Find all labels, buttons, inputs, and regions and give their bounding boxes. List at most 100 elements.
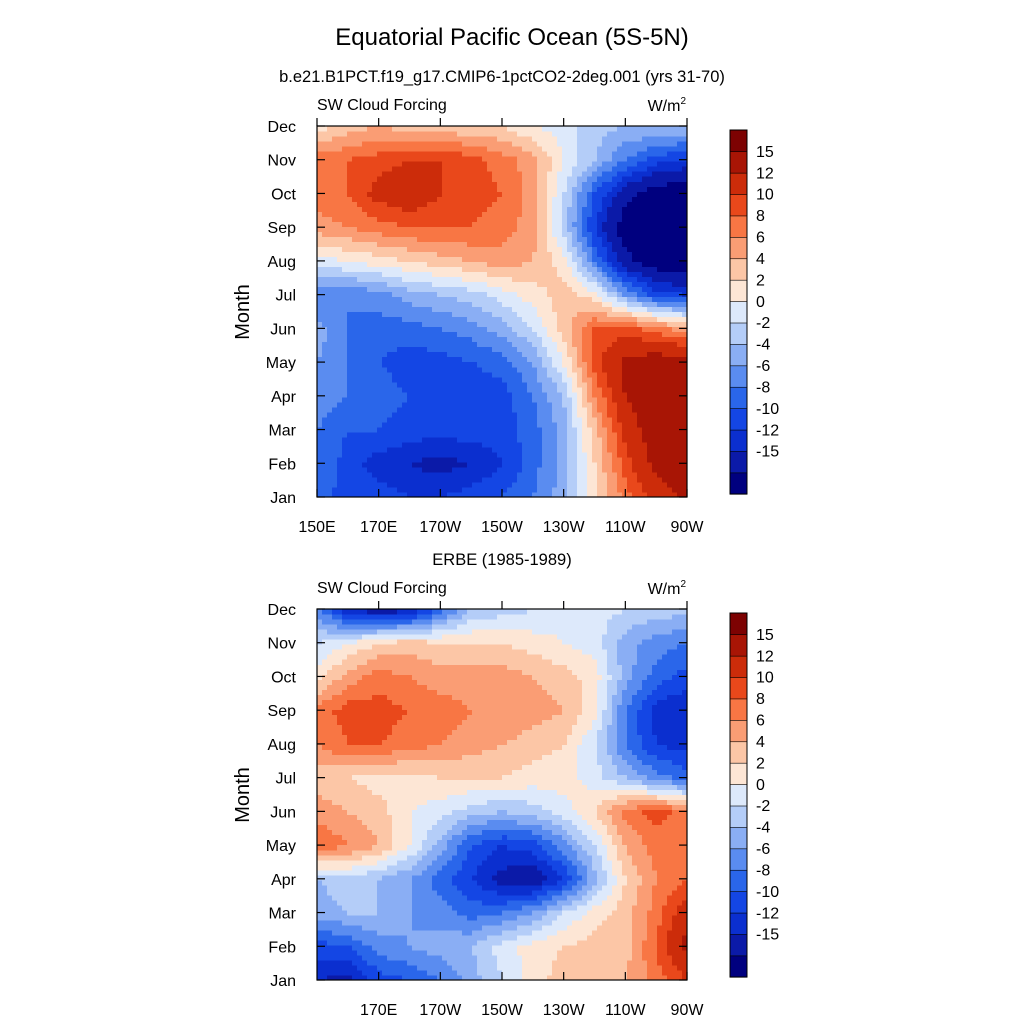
heatmap-cell xyxy=(577,256,583,262)
heatmap-cell xyxy=(407,386,413,393)
heatmap-cell xyxy=(547,216,553,222)
heatmap-cell xyxy=(327,491,333,498)
heatmap-cell xyxy=(392,466,398,473)
heatmap-cell xyxy=(417,156,423,162)
heatmap-cell xyxy=(537,381,543,388)
heatmap-cell xyxy=(567,206,573,212)
heatmap-cell xyxy=(632,486,638,493)
heatmap-cell xyxy=(402,326,408,333)
heatmap-cell xyxy=(492,421,498,428)
heatmap-cell xyxy=(412,316,418,323)
heatmap-cell xyxy=(557,196,563,202)
heatmap-cell xyxy=(347,466,353,473)
heatmap-cell xyxy=(382,241,388,247)
heatmap-cell xyxy=(407,456,413,463)
heatmap-cell xyxy=(557,461,563,468)
heatmap-cell xyxy=(532,311,538,318)
heatmap-cell xyxy=(557,241,563,247)
heatmap-cell xyxy=(437,331,443,338)
heatmap-cell xyxy=(552,171,558,177)
heatmap-cell xyxy=(642,456,648,463)
heatmap-cell xyxy=(492,176,498,182)
heatmap-cell xyxy=(437,451,443,458)
heatmap-cell xyxy=(467,376,473,383)
heatmap-cell xyxy=(487,396,493,403)
heatmap-cell xyxy=(537,271,543,277)
heatmap-cell xyxy=(507,416,513,423)
main-title: Equatorial Pacific Ocean (5S-5N) xyxy=(335,24,688,51)
heatmap-cell xyxy=(652,331,658,338)
heatmap-cell xyxy=(432,291,438,298)
heatmap-cell xyxy=(362,341,368,348)
heatmap-cell xyxy=(462,281,468,288)
heatmap-cell xyxy=(497,266,503,272)
heatmap-cell xyxy=(607,261,613,267)
heatmap-cell xyxy=(612,311,618,318)
heatmap-cell xyxy=(447,161,453,167)
heatmap-cell xyxy=(422,371,428,378)
heatmap-cell xyxy=(467,271,473,277)
heatmap-cell xyxy=(407,491,413,498)
heatmap-cell xyxy=(472,446,478,453)
heatmap-cell xyxy=(552,346,558,353)
heatmap-cell xyxy=(582,331,588,338)
heatmap-cell xyxy=(377,201,383,207)
heatmap-cell xyxy=(367,416,373,423)
heatmap-cell xyxy=(382,171,388,177)
heatmap-cell xyxy=(537,421,543,428)
heatmap-cell xyxy=(502,281,508,288)
heatmap-cell xyxy=(322,226,328,232)
heatmap-cell xyxy=(432,321,438,328)
heatmap-cell xyxy=(662,161,668,167)
heatmap-cell xyxy=(602,261,608,267)
heatmap-cell xyxy=(497,286,503,293)
heatmap-cell xyxy=(402,481,408,488)
heatmap-cell xyxy=(657,291,663,298)
heatmap-cell xyxy=(667,426,673,433)
heatmap-cell xyxy=(327,216,333,222)
heatmap-cell xyxy=(442,486,448,493)
heatmap-cell xyxy=(487,341,493,348)
heatmap-cell xyxy=(457,316,463,323)
heatmap-cell xyxy=(397,336,403,343)
heatmap-cell xyxy=(602,491,608,498)
heatmap-cell xyxy=(542,216,548,222)
heatmap-cell xyxy=(532,231,538,237)
heatmap-cell xyxy=(542,441,548,448)
heatmap-cell xyxy=(652,316,658,323)
heatmap-cell xyxy=(622,481,628,488)
heatmap-cell xyxy=(477,321,483,328)
heatmap-cell xyxy=(542,311,548,318)
heatmap-cell xyxy=(617,226,623,232)
heatmap-cell xyxy=(397,441,403,448)
heatmap-cell xyxy=(512,196,518,202)
heatmap-cell xyxy=(457,396,463,403)
heatmap-cell xyxy=(562,256,568,262)
heatmap-cell xyxy=(497,306,503,313)
heatmap-cell xyxy=(472,236,478,242)
heatmap-cell xyxy=(532,396,538,403)
heatmap-cell xyxy=(622,196,628,202)
heatmap-cell xyxy=(422,421,428,428)
heatmap-cell xyxy=(612,231,618,237)
heatmap-cell xyxy=(607,486,613,493)
heatmap-cell xyxy=(567,296,573,303)
heatmap-cell xyxy=(322,466,328,473)
heatmap-cell xyxy=(362,241,368,247)
heatmap-cell xyxy=(642,416,648,423)
heatmap-cell xyxy=(422,436,428,443)
heatmap-cell xyxy=(432,296,438,303)
heatmap-cell xyxy=(352,176,358,182)
heatmap-cell xyxy=(317,381,323,388)
heatmap-cell xyxy=(387,306,393,313)
heatmap-cell xyxy=(667,311,673,318)
heatmap-cell xyxy=(562,481,568,488)
heatmap-cell xyxy=(562,451,568,458)
heatmap-cell xyxy=(537,446,543,453)
heatmap-cell xyxy=(402,396,408,403)
heatmap-cell xyxy=(337,346,343,353)
heatmap-cell xyxy=(322,236,328,242)
heatmap-cell xyxy=(387,186,393,192)
heatmap-cell xyxy=(347,306,353,313)
heatmap-cell xyxy=(377,416,383,423)
